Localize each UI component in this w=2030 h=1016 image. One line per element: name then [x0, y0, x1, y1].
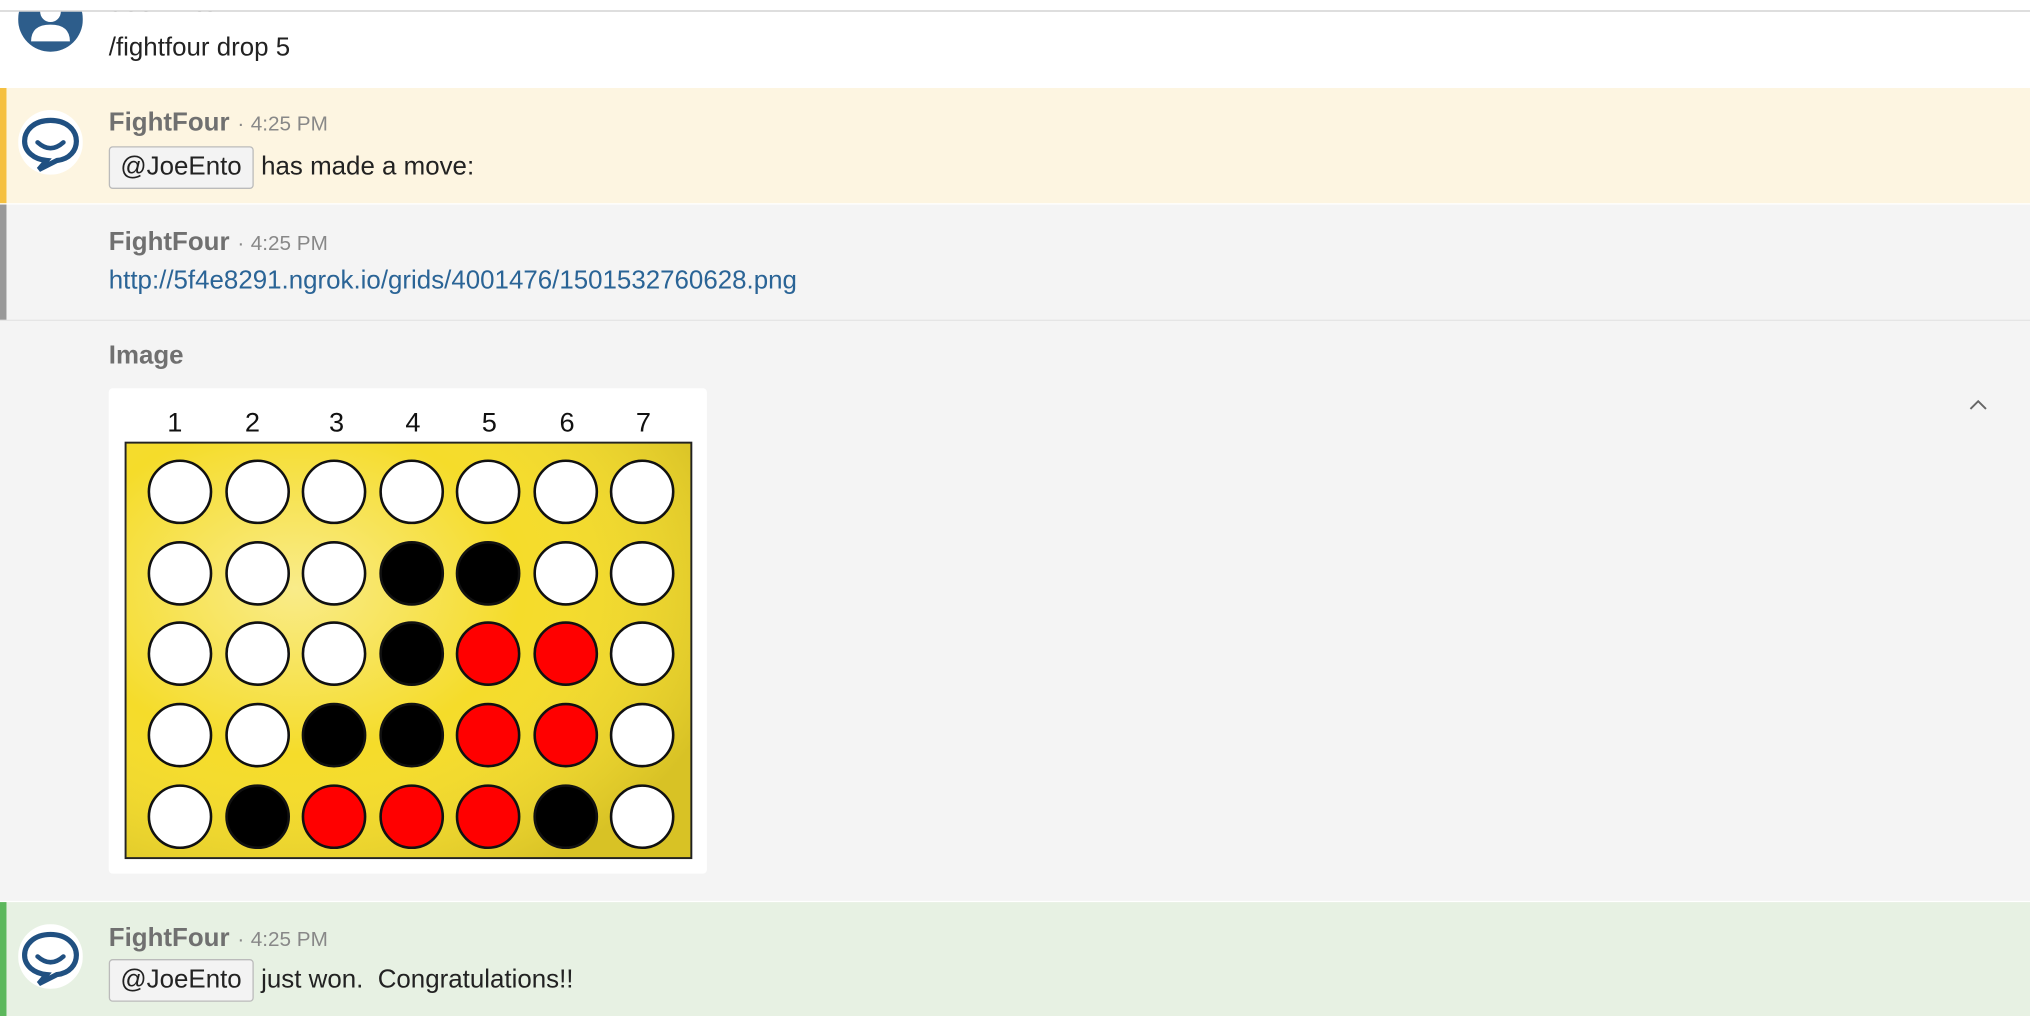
disc: [455, 784, 521, 850]
message-text: @JoeEnto has made a move:: [108, 146, 475, 189]
text: just won. Congratulations!!: [261, 965, 574, 994]
disc: [533, 702, 599, 768]
message-text: /fightfour drop 5: [108, 33, 291, 63]
disc: [147, 702, 213, 768]
disc: [225, 784, 290, 850]
disc: [533, 784, 599, 850]
disc: [147, 541, 213, 606]
bot-avatar: [18, 110, 83, 175]
disc: [609, 621, 675, 686]
disc: [225, 702, 290, 768]
disc: [533, 541, 599, 606]
disc: [609, 459, 675, 525]
separator: ·: [237, 232, 245, 255]
disc: [301, 702, 367, 768]
disc: [225, 459, 290, 525]
disc: [379, 784, 445, 850]
disc: [147, 459, 213, 525]
column-number: 1: [167, 407, 182, 438]
disc: [301, 784, 367, 850]
disc: [609, 702, 675, 768]
disc: [455, 459, 521, 525]
message-header: FightFour · 4:25 PM: [109, 109, 328, 139]
disc: [455, 621, 521, 686]
disc: [301, 541, 367, 606]
message: FightFour · 4:25 PM @JoeEnto just won. Cong…: [0, 902, 2030, 1016]
message: Joe Ento·4:25 PM /fightfour drop 5: [0, 0, 2030, 89]
message: FightFour · 4:25 PM @JoeEnto has made a mov…: [0, 88, 2030, 204]
time: 4:25 PM: [250, 232, 328, 255]
separator: ·: [237, 113, 245, 136]
image-preview: Image 1 2 3 4 5 6 7: [0, 320, 2030, 901]
author: FightFour: [108, 924, 230, 953]
author: FightFour: [108, 227, 230, 257]
text: has made a move:: [261, 152, 475, 182]
bot-avatar: [18, 924, 83, 989]
disc: [379, 702, 445, 768]
top-bar: [0, 0, 2030, 12]
message-text: @JoeEnto just won. Congratulations!!: [108, 959, 574, 1002]
image-label: Image: [108, 341, 184, 371]
column-number: 7: [636, 407, 651, 438]
disc: [455, 541, 521, 606]
author: FightFour: [108, 108, 230, 138]
image: 1 2 3 4 5 6 7: [108, 388, 707, 874]
disc: [609, 784, 675, 850]
disc: [147, 621, 213, 686]
disc: [533, 621, 599, 686]
disc: [301, 459, 367, 525]
disc: [379, 541, 445, 606]
mention[interactable]: @JoeEnto: [108, 146, 254, 189]
mention[interactable]: @JoeEnto: [108, 959, 254, 1002]
column-number: 3: [329, 407, 344, 438]
separator: ·: [237, 929, 245, 952]
time: 4:25 PM: [250, 929, 328, 952]
disc: [533, 459, 599, 525]
column-number: 2: [245, 407, 260, 438]
disc: [225, 621, 290, 686]
collapse-button[interactable]: [1965, 396, 1991, 414]
message-header: FightFour · 4:25 PM: [109, 924, 328, 954]
disc: [225, 541, 290, 606]
disc: [379, 621, 445, 686]
column-number: 4: [405, 407, 420, 438]
time: 4:25 PM: [250, 113, 328, 136]
disc: [301, 621, 367, 686]
disc: [609, 541, 675, 606]
disc: [379, 459, 445, 525]
disc: [455, 702, 521, 768]
column-number: 6: [559, 407, 574, 438]
message-header: FightFour · 4:25 PM: [109, 228, 328, 258]
board: 1 2 3 4 5 6 7: [124, 407, 693, 860]
column-number: 5: [482, 407, 497, 438]
link[interactable]: http://5f4e8291.ngrok.io/grids/4001476/1…: [108, 266, 797, 296]
message: FightFour · 4:25 PM http://5f4e8291.ngrok.…: [0, 204, 2030, 321]
disc: [147, 784, 213, 850]
